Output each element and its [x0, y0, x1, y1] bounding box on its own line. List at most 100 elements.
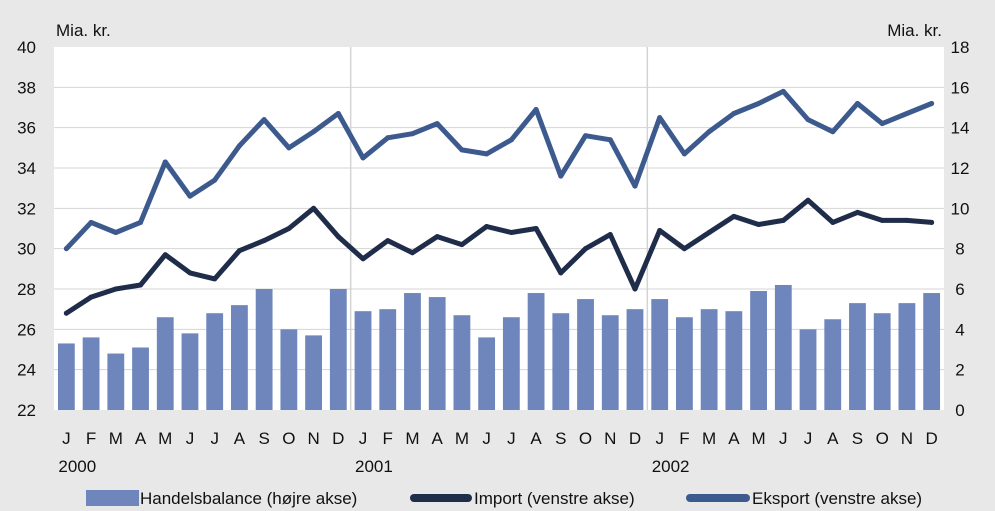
year-tick-label: 2000: [58, 457, 96, 476]
month-tick-label: A: [432, 429, 444, 448]
point-eksport: [261, 117, 267, 123]
point-eksport: [508, 137, 514, 143]
bar-handelsbalance: [478, 337, 496, 410]
bar-handelsbalance: [824, 319, 842, 410]
point-import: [409, 250, 415, 256]
bar-handelsbalance: [107, 353, 125, 410]
point-import: [434, 234, 440, 240]
point-import: [583, 246, 589, 252]
point-eksport: [63, 246, 69, 252]
point-import: [632, 286, 638, 292]
x-axis-years: 2000 2001 2002: [58, 457, 689, 476]
legend-label-handelsbalance: Handelsbalance (højre akse): [140, 489, 357, 508]
point-import: [830, 219, 836, 225]
month-tick-label: N: [901, 429, 913, 448]
left-tick-label: 22: [17, 401, 36, 420]
point-import: [187, 270, 193, 276]
point-import: [113, 286, 119, 292]
gridlines: [54, 47, 944, 410]
point-eksport: [607, 137, 613, 143]
month-tick-label: M: [702, 429, 716, 448]
bar-handelsbalance: [750, 291, 767, 410]
bars: [57, 284, 941, 410]
right-tick-label: 4: [955, 320, 964, 339]
point-eksport: [311, 129, 317, 135]
left-tick-label: 32: [17, 199, 36, 218]
legend-label-eksport: Eksport (venstre akse): [752, 489, 922, 508]
point-eksport: [533, 107, 539, 113]
legend-bar-swatch: [86, 490, 139, 506]
bar-handelsbalance: [527, 293, 545, 410]
bar-handelsbalance: [700, 309, 718, 410]
point-eksport: [830, 129, 836, 135]
point-eksport: [558, 173, 564, 179]
point-import: [657, 228, 663, 234]
bar-handelsbalance: [280, 329, 298, 410]
point-eksport: [681, 151, 687, 157]
bar-handelsbalance: [428, 297, 446, 410]
right-axis-unit: Mia. kr.: [887, 21, 942, 40]
month-tick-label: J: [210, 429, 219, 448]
point-import: [533, 226, 539, 231]
bar-handelsbalance: [57, 343, 75, 410]
left-tick-label: 38: [17, 78, 36, 97]
point-eksport: [632, 183, 638, 189]
point-import: [88, 294, 94, 300]
point-import: [929, 219, 935, 225]
legend-import-swatch: [410, 494, 472, 502]
point-eksport: [113, 230, 119, 236]
bar-handelsbalance: [206, 313, 224, 410]
right-tick-label: 8: [955, 240, 964, 259]
month-tick-label: M: [158, 429, 172, 448]
point-import: [236, 248, 242, 254]
right-tick-label: 12: [951, 159, 970, 178]
point-eksport: [409, 131, 415, 137]
line-import: [63, 197, 935, 316]
point-import: [508, 230, 514, 236]
bar-handelsbalance: [898, 303, 916, 410]
month-tick-label: N: [307, 429, 319, 448]
bar-handelsbalance: [82, 337, 100, 410]
bar-handelsbalance: [849, 303, 866, 410]
point-eksport: [335, 111, 341, 117]
point-import: [780, 217, 786, 223]
point-import: [607, 232, 613, 238]
point-eksport: [236, 143, 242, 149]
month-tick-label: J: [804, 429, 813, 448]
bar-handelsbalance: [132, 347, 149, 410]
month-tick-label: M: [751, 429, 765, 448]
point-import: [311, 205, 317, 211]
point-eksport: [484, 151, 490, 157]
point-import: [879, 217, 885, 223]
bar-handelsbalance: [601, 315, 619, 410]
point-import: [335, 234, 341, 240]
month-tick-label: J: [359, 429, 368, 448]
bar-handelsbalance: [255, 289, 273, 410]
year-tick-label: 2002: [652, 457, 690, 476]
bar-handelsbalance: [873, 313, 891, 410]
month-tick-label: M: [405, 429, 419, 448]
point-import: [138, 282, 144, 288]
point-import: [459, 242, 465, 248]
bar-handelsbalance: [329, 289, 347, 410]
month-tick-label: A: [135, 429, 147, 448]
bar-handelsbalance: [354, 311, 372, 410]
month-tick-label: O: [876, 429, 889, 448]
point-import: [681, 246, 687, 252]
point-import: [706, 230, 712, 236]
month-tick-label: J: [62, 429, 71, 448]
month-tick-label: F: [383, 429, 393, 448]
bar-handelsbalance: [231, 305, 248, 410]
point-import: [558, 270, 564, 276]
left-tick-label: 28: [17, 280, 36, 299]
bar-handelsbalance: [626, 309, 644, 410]
point-eksport: [286, 145, 292, 151]
legend: Handelsbalance (højre akse) Import (vens…: [86, 489, 922, 508]
point-import: [212, 276, 218, 282]
month-tick-label: A: [827, 429, 839, 448]
point-eksport: [657, 115, 663, 121]
point-eksport: [805, 117, 811, 123]
bar-handelsbalance: [379, 309, 397, 410]
left-tick-label: 36: [17, 119, 36, 138]
